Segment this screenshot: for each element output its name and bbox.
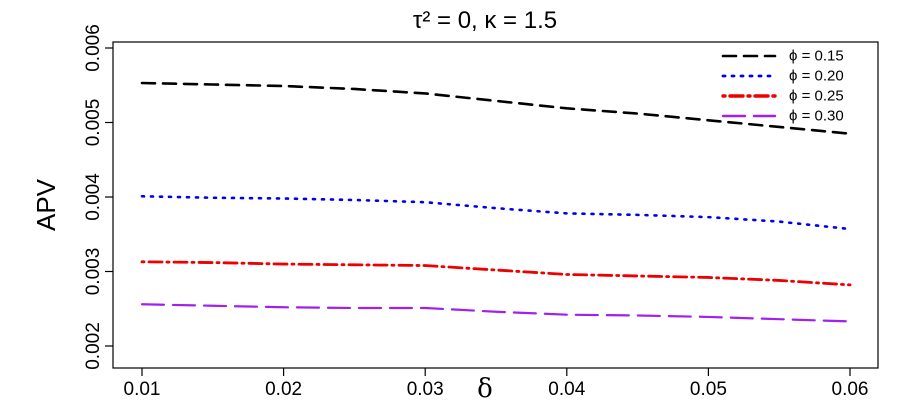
x-tick-label: 0.03 <box>407 379 444 400</box>
series-line-1 <box>140 81 852 135</box>
legend-label-1: ϕ = 0.15 <box>789 48 844 65</box>
legend: ϕ = 0.15 ϕ = 0.20 ϕ = 0.25 ϕ = 0.30 <box>721 48 844 125</box>
series-line-3 <box>140 260 852 287</box>
chart-title: τ² = 0, κ = 1.5 <box>413 7 557 34</box>
x-tick-label: 0.05 <box>690 379 727 400</box>
x-tick-label: 0.06 <box>832 379 869 400</box>
y-tick-label: 0.006 <box>83 24 104 72</box>
y-tick-label: 0.004 <box>83 173 104 221</box>
series-line-2 <box>140 194 852 231</box>
legend-label-3: ϕ = 0.25 <box>789 88 844 105</box>
y-tick-label: 0.005 <box>83 99 104 147</box>
y-tick-label: 0.003 <box>83 248 104 296</box>
x-axis-label: δ <box>477 374 493 404</box>
x-tick-label: 0.01 <box>124 379 161 400</box>
series-line-4 <box>140 303 852 323</box>
y-axis-label: APV <box>31 178 61 231</box>
y-tick-label: 0.002 <box>83 322 104 370</box>
legend-label-4: ϕ = 0.30 <box>789 108 844 125</box>
x-tick-label: 0.02 <box>265 379 302 400</box>
plot-frame <box>112 41 879 369</box>
legend-label-2: ϕ = 0.20 <box>789 68 844 85</box>
x-tick-label: 0.04 <box>548 379 585 400</box>
plot-area: 0.01 0.02 0.03 0.04 0.05 0.06 0.002 0.003 0.004 0… <box>83 24 879 400</box>
